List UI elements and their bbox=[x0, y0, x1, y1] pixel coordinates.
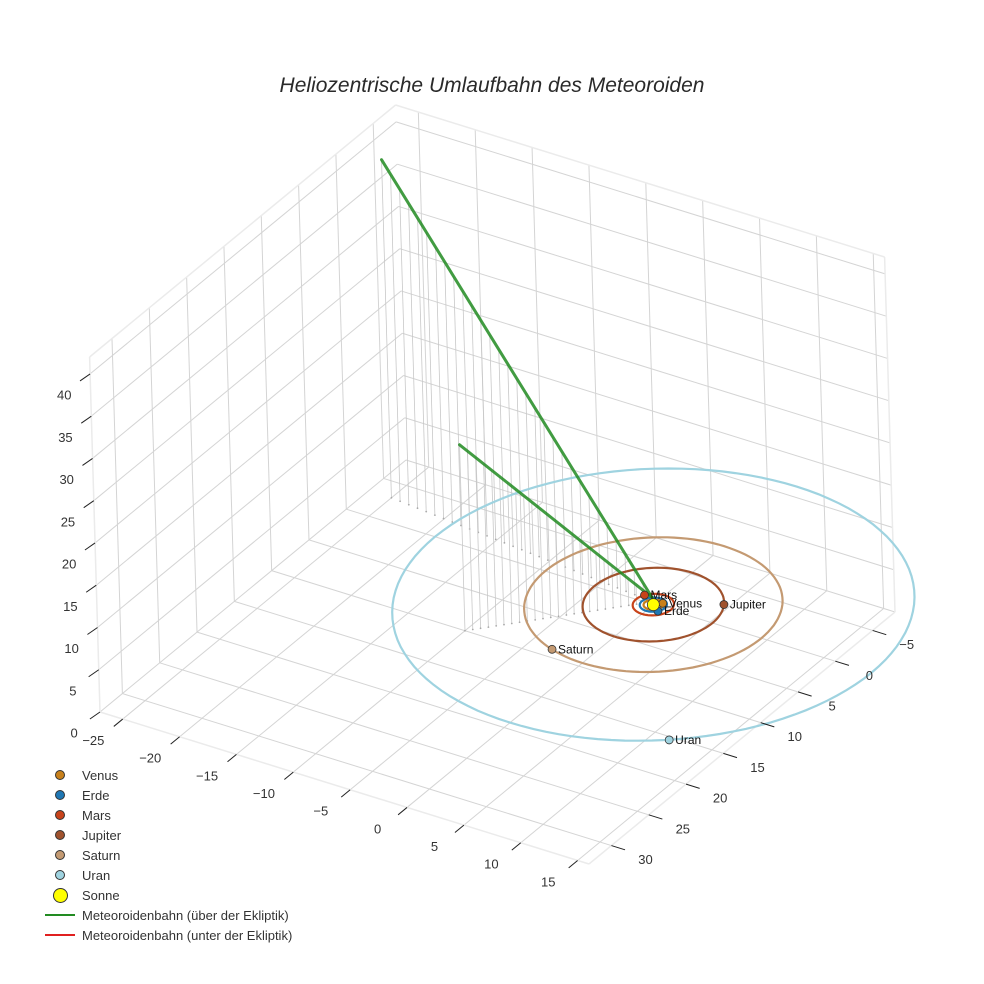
legend-item-erde[interactable]: Erde bbox=[40, 785, 292, 805]
legend-item-sonne[interactable]: Sonne bbox=[40, 885, 292, 905]
saturn-marker[interactable] bbox=[547, 644, 557, 654]
svg-text:−25: −25 bbox=[82, 733, 104, 748]
svg-text:−15: −15 bbox=[196, 768, 218, 783]
svg-text:30: 30 bbox=[59, 472, 73, 487]
svg-text:−5: −5 bbox=[899, 637, 914, 652]
red-line-icon bbox=[45, 934, 75, 936]
legend: Venus Erde Mars Jupiter Saturn Uran Sonn… bbox=[40, 765, 292, 945]
svg-text:Saturn: Saturn bbox=[558, 642, 593, 656]
svg-text:0: 0 bbox=[866, 668, 873, 683]
svg-text:5: 5 bbox=[431, 839, 438, 854]
legend-item-saturn[interactable]: Saturn bbox=[40, 845, 292, 865]
orbit-jupiter bbox=[581, 566, 726, 643]
svg-text:Uran: Uran bbox=[675, 733, 701, 747]
legend-item-uran[interactable]: Uran bbox=[40, 865, 292, 885]
svg-text:15: 15 bbox=[541, 874, 555, 889]
svg-text:10: 10 bbox=[484, 857, 498, 872]
svg-text:10: 10 bbox=[788, 729, 802, 744]
orbit-mars bbox=[631, 592, 676, 617]
uran-marker[interactable] bbox=[664, 735, 674, 745]
svg-text:Erde: Erde bbox=[664, 604, 690, 618]
venus-marker-icon bbox=[55, 770, 65, 780]
svg-text:20: 20 bbox=[62, 557, 76, 572]
svg-text:5: 5 bbox=[828, 699, 835, 714]
svg-text:10: 10 bbox=[64, 641, 78, 656]
svg-text:25: 25 bbox=[676, 821, 690, 836]
sonne-marker-icon bbox=[52, 887, 68, 903]
svg-text:−5: −5 bbox=[313, 804, 328, 819]
chart-title: Heliozentrische Umlaufbahn des Meteoroid… bbox=[279, 74, 705, 97]
green-line-icon bbox=[45, 914, 75, 916]
orbit-uran bbox=[391, 467, 916, 742]
svg-text:20: 20 bbox=[713, 791, 727, 806]
svg-text:Jupiter: Jupiter bbox=[730, 598, 766, 612]
svg-text:40: 40 bbox=[57, 388, 71, 403]
jupiter-marker[interactable] bbox=[719, 600, 729, 609]
legend-item-venus[interactable]: Venus bbox=[40, 765, 292, 785]
svg-text:15: 15 bbox=[63, 599, 77, 614]
svg-text:−20: −20 bbox=[139, 751, 161, 766]
uran-marker-icon bbox=[55, 870, 65, 880]
mars-marker[interactable] bbox=[640, 590, 649, 600]
svg-text:−10: −10 bbox=[253, 786, 275, 801]
svg-text:5: 5 bbox=[69, 683, 76, 698]
legend-item-jupiter[interactable]: Jupiter bbox=[40, 825, 292, 845]
sonne-marker[interactable] bbox=[646, 598, 660, 612]
svg-text:25: 25 bbox=[61, 514, 75, 529]
axis-ticks: −25 −20 −15 −10 −5 0 5 10 15 −5 0 5 10 15 20 25 30 0 5 10 15… bbox=[57, 373, 914, 889]
svg-text:0: 0 bbox=[70, 726, 77, 741]
svg-text:Venus: Venus bbox=[669, 596, 702, 610]
svg-text:35: 35 bbox=[58, 430, 72, 445]
mars-marker-icon bbox=[55, 810, 65, 820]
orbit-saturn bbox=[522, 536, 784, 674]
legend-item-mars[interactable]: Mars bbox=[40, 805, 292, 825]
erde-marker-icon bbox=[55, 790, 65, 800]
legend-item-path-below[interactable]: Meteoroidenbahn (unter der Ekliptik) bbox=[40, 925, 292, 945]
svg-text:0: 0 bbox=[374, 821, 381, 836]
legend-item-path-above[interactable]: Meteoroidenbahn (über der Ekliptik) bbox=[40, 905, 292, 925]
saturn-marker-icon bbox=[55, 850, 65, 860]
axis-walls bbox=[88, 104, 896, 865]
svg-text:15: 15 bbox=[750, 760, 764, 775]
jupiter-marker-icon bbox=[55, 830, 65, 840]
planet-orbits bbox=[391, 467, 916, 742]
svg-text:Mars: Mars bbox=[651, 588, 678, 602]
meteoroid-path bbox=[380, 158, 654, 599]
svg-text:30: 30 bbox=[638, 852, 652, 867]
